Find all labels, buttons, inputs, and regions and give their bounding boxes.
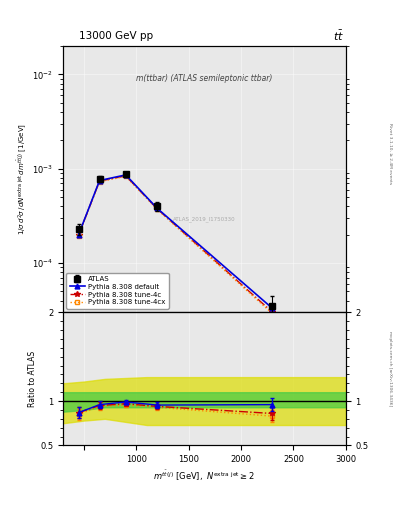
Text: ATLAS_2019_I1750330: ATLAS_2019_I1750330 [173, 216, 236, 222]
Pythia 8.308 tune-4c [270, 309, 275, 315]
Line: Pythia 8.308 default: Pythia 8.308 default [76, 173, 275, 311]
Pythia 8.308 default [97, 178, 102, 184]
Pythia 8.308 tune-4cx [97, 179, 102, 185]
Pythia 8.308 tune-4cx [76, 232, 81, 239]
Y-axis label: Ratio to ATLAS: Ratio to ATLAS [28, 351, 37, 407]
Pythia 8.308 default [270, 305, 275, 311]
Text: $t\bar{t}$: $t\bar{t}$ [333, 29, 344, 43]
Pythia 8.308 default [76, 231, 81, 238]
Text: mcplots.cern.ch [arXiv:1306.3436]: mcplots.cern.ch [arXiv:1306.3436] [388, 331, 392, 406]
Pythia 8.308 tune-4cx [123, 173, 128, 179]
Pythia 8.308 tune-4cx [155, 206, 160, 212]
Pythia 8.308 tune-4cx [270, 311, 275, 317]
Text: 13000 GeV pp: 13000 GeV pp [79, 31, 153, 41]
Pythia 8.308 tune-4c [155, 206, 160, 212]
Pythia 8.308 tune-4c [76, 231, 81, 238]
Legend: ATLAS, Pythia 8.308 default, Pythia 8.308 tune-4c, Pythia 8.308 tune-4cx: ATLAS, Pythia 8.308 default, Pythia 8.30… [66, 273, 169, 309]
Text: m(ttbar) (ATLAS semileptonic ttbar): m(ttbar) (ATLAS semileptonic ttbar) [136, 74, 273, 82]
Pythia 8.308 tune-4c [123, 173, 128, 179]
X-axis label: $m^{t\bar{t}(j)}\ [\mathrm{GeV}],\ N^{\mathrm{extra\ jet}} \geq 2$: $m^{t\bar{t}(j)}\ [\mathrm{GeV}],\ N^{\m… [153, 468, 255, 483]
Line: Pythia 8.308 tune-4cx: Pythia 8.308 tune-4cx [77, 174, 275, 316]
Pythia 8.308 tune-4c [97, 178, 102, 184]
Line: Pythia 8.308 tune-4c: Pythia 8.308 tune-4c [76, 173, 275, 315]
Pythia 8.308 default [155, 205, 160, 211]
Pythia 8.308 default [123, 172, 128, 178]
Y-axis label: $1/\sigma\,d^2\!\sigma\,/\,dN^{\rm extra\ jet}\,dm^{t\bar{t}(j)}\ [1/{\rm GeV}]$: $1/\sigma\,d^2\!\sigma\,/\,dN^{\rm extra… [16, 123, 29, 235]
Text: Rivet 3.1.10, ≥ 2.4M events: Rivet 3.1.10, ≥ 2.4M events [388, 123, 392, 184]
